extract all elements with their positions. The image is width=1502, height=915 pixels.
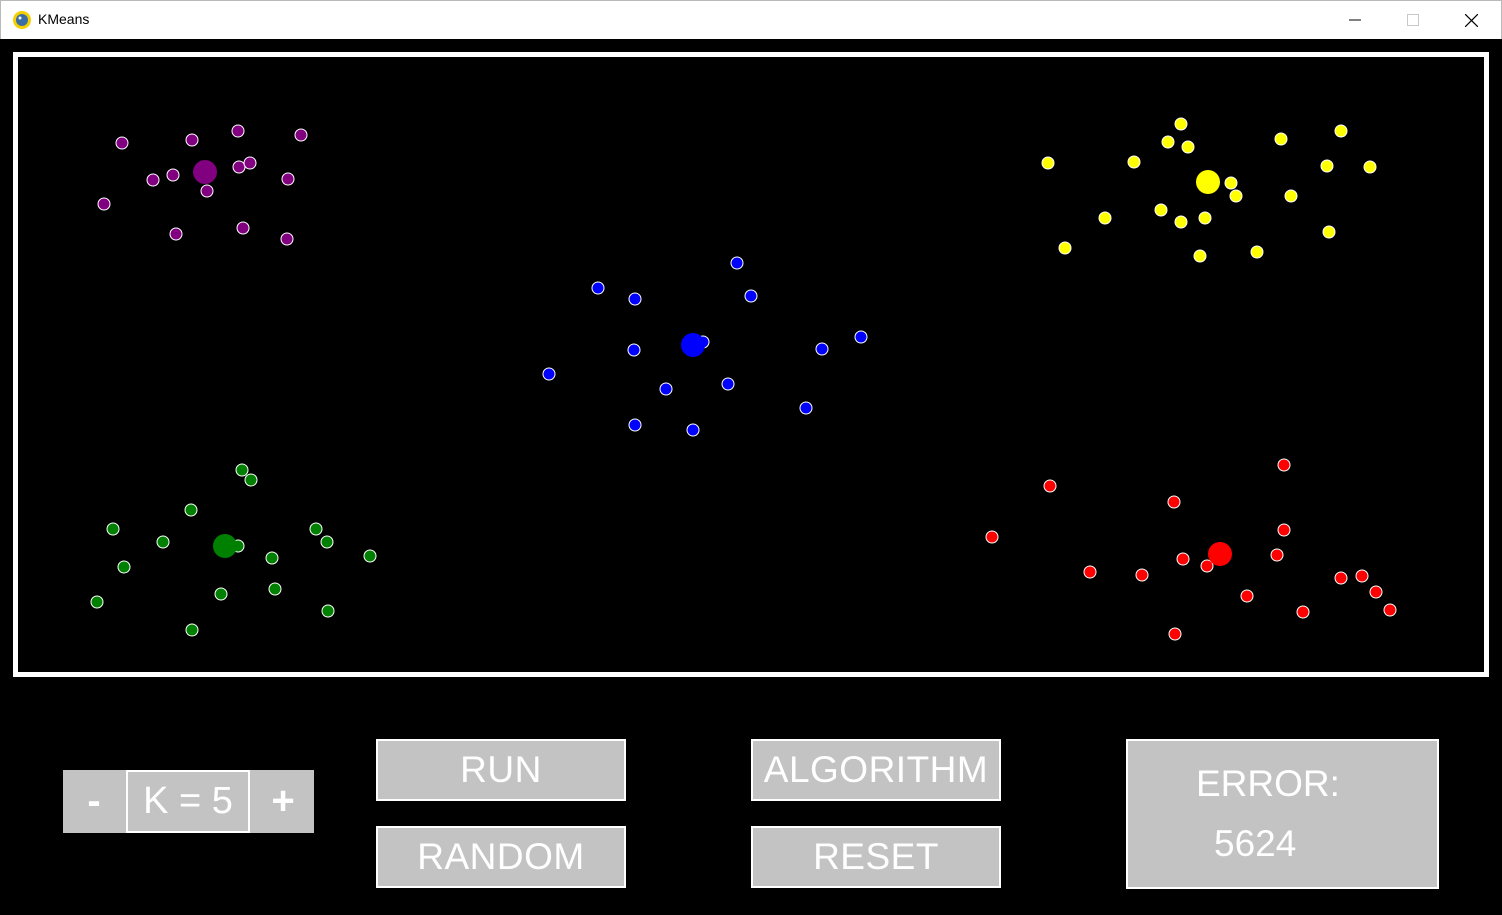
error-value: 5624 [1214, 823, 1297, 864]
k-value-display: K = 5 [126, 770, 250, 833]
title-bar: KMeans [0, 0, 1502, 39]
error-label: ERROR: [1196, 763, 1340, 804]
random-button[interactable]: RANDOM [376, 826, 626, 888]
reset-button[interactable]: RESET [751, 826, 1001, 888]
algorithm-button[interactable]: ALGORITHM [751, 739, 1001, 801]
close-icon [1464, 13, 1478, 27]
decrease-k-button[interactable]: - [87, 779, 101, 823]
increase-k-button[interactable]: + [271, 779, 295, 823]
window-title: KMeans [38, 11, 90, 27]
minimize-button[interactable] [1326, 1, 1384, 39]
minimize-icon [1349, 19, 1361, 21]
run-button[interactable]: RUN [376, 739, 626, 801]
k-control: - K = 5 + [63, 770, 314, 833]
maximize-button[interactable] [1384, 1, 1442, 39]
error-panel: ERROR: 5624 [1126, 739, 1439, 889]
maximize-icon [1407, 14, 1419, 26]
close-button[interactable] [1442, 1, 1500, 39]
python-snake-icon [13, 11, 31, 29]
plot-canvas-frame[interactable] [13, 52, 1489, 677]
